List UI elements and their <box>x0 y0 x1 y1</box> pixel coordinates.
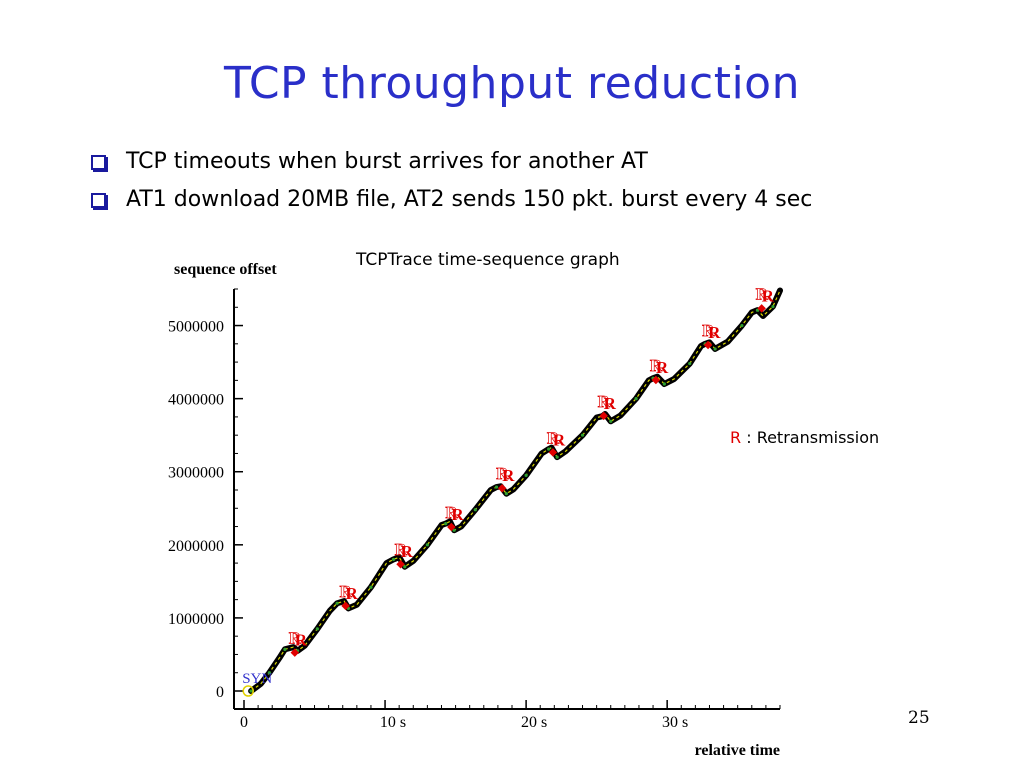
syn-marker <box>242 685 254 697</box>
data-point <box>391 557 396 562</box>
data-point <box>267 671 271 675</box>
data-point <box>688 361 692 366</box>
data-point <box>473 508 477 512</box>
data-point <box>740 323 744 328</box>
data-point <box>444 522 448 526</box>
legend-note: R : Retransmission <box>730 428 879 447</box>
bullet-item: AT1 download 20MB file, AT2 sends 150 pk… <box>88 181 812 219</box>
retransmission-label-shadow: R <box>395 540 408 559</box>
data-point <box>335 601 339 605</box>
retransmission-label-shadow: R <box>547 428 560 447</box>
retransmission-label-shadow: R <box>496 464 509 483</box>
sequence-trace-line <box>248 287 783 694</box>
data-point <box>403 565 407 569</box>
data-point <box>713 347 717 351</box>
data-point <box>662 382 666 386</box>
retransmission-label-shadow: R <box>598 392 611 411</box>
x-tick-label: 0 <box>240 714 248 731</box>
data-point <box>425 543 429 547</box>
data-point <box>249 689 253 693</box>
retransmission-point <box>548 448 558 457</box>
x-tick-label: 20 s <box>521 714 547 731</box>
data-point <box>555 455 559 459</box>
retransmission-label-shadow: R <box>702 321 715 340</box>
retransmission-point <box>497 483 507 493</box>
retransmission-label: R <box>451 505 464 524</box>
data-point <box>580 433 585 437</box>
trace-group: SYN <box>242 287 783 697</box>
retransmission-point <box>341 601 350 611</box>
bullet-list: TCP timeouts when burst arrives for anot… <box>88 143 812 219</box>
retransmission-label: R <box>656 358 669 377</box>
data-point <box>547 447 551 451</box>
retransmission-label: R <box>502 466 515 485</box>
bullet-text: AT1 download 20MB file, AT2 sends 150 pk… <box>126 187 813 212</box>
retransmission-point <box>651 375 661 385</box>
retransmission-label: R <box>401 542 414 561</box>
x-tick-label: 10 s <box>380 714 406 731</box>
data-point <box>283 647 287 651</box>
data-point <box>634 397 638 401</box>
retransmission-point <box>757 304 766 313</box>
x-tick-label: 30 s <box>662 714 688 731</box>
retransmission-label: R <box>762 286 775 305</box>
y-tick-label: 1000000 <box>168 611 224 628</box>
retransmission-point <box>703 340 713 350</box>
retransmission-label: R <box>553 430 566 449</box>
bullet-text: TCP timeouts when burst arrives for anot… <box>126 149 648 174</box>
y-tick-label: 5000000 <box>168 319 224 336</box>
retransmission-label-shadow: R <box>289 629 302 648</box>
x-axis-label: relative time <box>695 742 780 759</box>
data-point <box>504 492 508 496</box>
data-point <box>494 485 499 489</box>
chart-axes: 0 1000000 2000000 3000000 4000000 5000000 0 10 … <box>168 261 781 759</box>
retransmission-point <box>396 560 405 569</box>
data-point <box>609 419 613 423</box>
retransmission-label: R <box>295 631 308 650</box>
retransmission-label-shadow: R <box>756 284 769 303</box>
retransmission-label: R <box>604 394 617 413</box>
page-number: 25 <box>908 708 930 728</box>
syn-label: SYN <box>242 671 272 687</box>
y-tick-label: 2000000 <box>168 538 224 555</box>
data-point <box>755 308 760 312</box>
chart-caption: TCPTrace time-sequence graph <box>356 250 620 270</box>
sequence-trace-highlight <box>250 290 781 692</box>
retransmission-label: R <box>346 584 359 603</box>
retransmission-label-shadow: R <box>445 503 458 522</box>
checkbox-bullet-icon <box>91 155 106 170</box>
retransmission-point <box>447 522 456 532</box>
data-point <box>524 473 528 477</box>
y-tick-label: 3000000 <box>168 465 224 482</box>
bullet-item: TCP timeouts when burst arrives for anot… <box>88 143 812 181</box>
y-tick-label: 4000000 <box>168 392 224 409</box>
y-tick-label: 0 <box>216 684 224 701</box>
data-point <box>452 528 456 532</box>
y-axis-label: sequence offset <box>174 261 277 278</box>
retransmission-label-shadow: R <box>340 582 353 601</box>
retransmission-label-shadow: R <box>650 356 663 375</box>
retransmission-point <box>290 648 300 657</box>
slide-title: TCP throughput reduction <box>224 58 800 109</box>
checkbox-bullet-icon <box>91 193 106 208</box>
data-point <box>315 627 319 631</box>
legend-marker: R <box>730 428 742 447</box>
retransmission-point <box>599 411 608 421</box>
data-point <box>771 304 775 309</box>
legend-text: : Retransmission <box>741 428 880 447</box>
data-point <box>369 585 373 589</box>
retransmission-label: R <box>708 323 721 342</box>
